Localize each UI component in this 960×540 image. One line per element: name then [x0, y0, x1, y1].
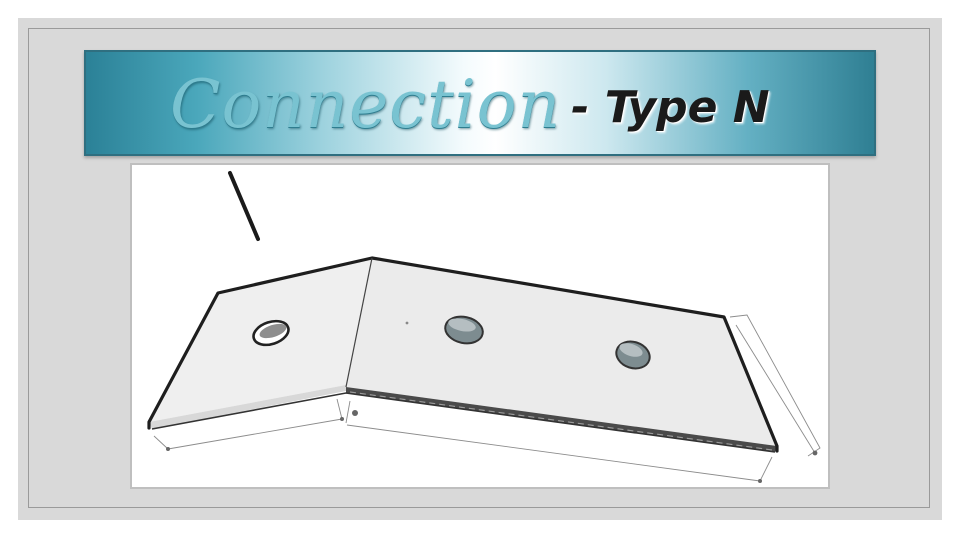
dimension-ticks	[166, 410, 818, 483]
bolt-hole-2	[444, 315, 484, 345]
connection-plate-drawing	[147, 171, 821, 483]
page-title: Connection - Type N	[170, 52, 770, 158]
slide-border	[28, 28, 930, 508]
surface-mark	[405, 321, 409, 325]
title-main-text: Connection	[170, 66, 562, 143]
plate-bottom-outline	[151, 392, 776, 453]
diagram-image-frame	[130, 163, 830, 489]
plate-left-edge	[149, 385, 346, 429]
edge-texture	[349, 391, 773, 451]
plate-right-face	[346, 258, 777, 446]
bolt-hole-3	[615, 340, 651, 370]
bolt-hole-1	[252, 319, 290, 347]
dimension-lines	[153, 314, 821, 482]
pointer-arrow	[228, 171, 260, 241]
title-banner: Connection - Type N	[84, 50, 876, 156]
bend-line	[345, 257, 373, 388]
title-sub-text: - Type N	[571, 82, 770, 133]
